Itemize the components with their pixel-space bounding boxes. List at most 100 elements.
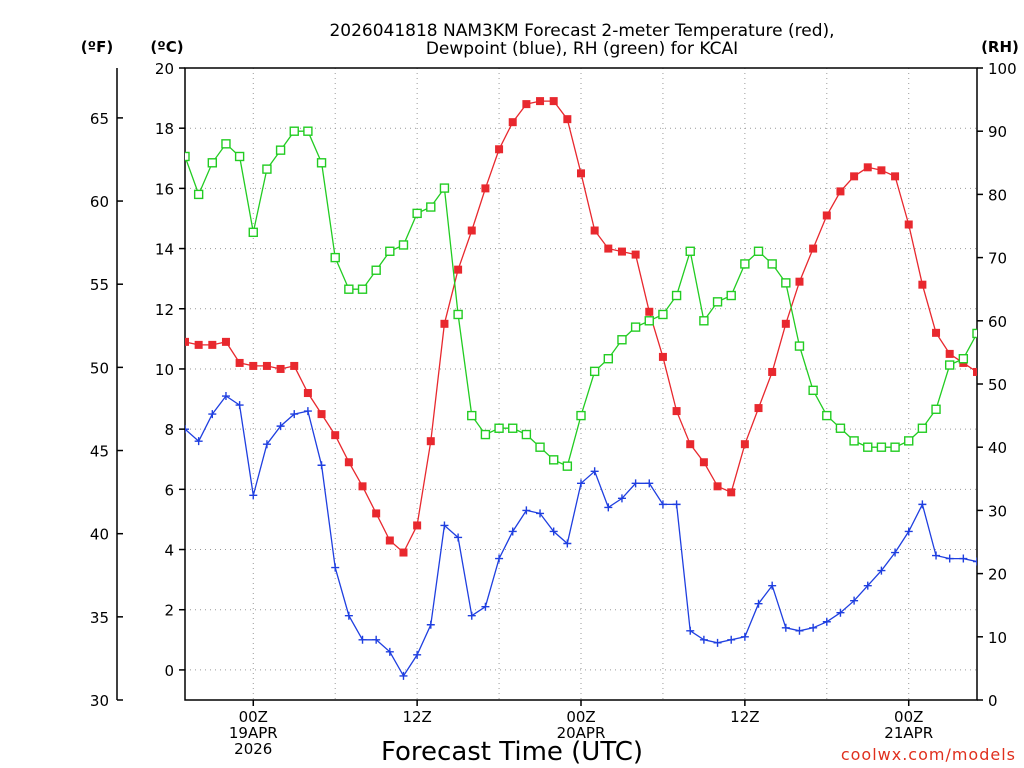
fahrenheit-tick-label: 60 xyxy=(90,193,109,211)
rh-point xyxy=(207,158,218,168)
temperature-point xyxy=(850,172,859,181)
rh-point xyxy=(767,259,777,269)
rh-point xyxy=(726,290,736,301)
rh-tick-label: 50 xyxy=(988,376,1007,394)
dewpoint-point xyxy=(290,410,299,419)
rh-point xyxy=(480,429,491,440)
dewpoint-point xyxy=(590,467,599,476)
x-tick-label: 00Z xyxy=(894,708,923,726)
temperature-point xyxy=(809,244,818,253)
celsius-tick-label: 4 xyxy=(164,542,174,560)
fahrenheit-tick-label: 30 xyxy=(90,692,109,710)
rh-point xyxy=(917,423,928,433)
celsius-tick-label: 8 xyxy=(164,421,174,439)
rh-point xyxy=(316,158,327,168)
dewpoint-point xyxy=(877,566,886,575)
rh-point xyxy=(699,316,709,326)
temperature-point xyxy=(385,536,394,545)
temperature-point xyxy=(536,97,545,106)
rh-point xyxy=(781,278,791,288)
dewpoint-point xyxy=(686,626,695,635)
rh-point xyxy=(808,385,818,396)
rh-point xyxy=(740,259,750,269)
data-series xyxy=(0,97,977,680)
rh-point xyxy=(644,316,654,326)
dewpoint-point xyxy=(740,632,749,641)
rh-point xyxy=(794,341,805,351)
rh-point xyxy=(262,164,272,174)
rh-point xyxy=(671,290,682,301)
temperature-point xyxy=(617,247,626,256)
series-temperature xyxy=(185,97,977,557)
dewpoint-point xyxy=(959,554,968,563)
dewpoint-point xyxy=(918,500,927,509)
rh-point xyxy=(712,297,723,307)
dewpoint-point xyxy=(822,617,831,626)
celsius-tick-label: 16 xyxy=(155,180,174,198)
rh-point xyxy=(658,309,668,320)
temperature-point xyxy=(686,440,695,449)
rh-point xyxy=(185,151,190,162)
credit-text: coolwx.com/models xyxy=(841,745,1016,764)
dewpoint-point xyxy=(426,620,435,629)
rh-tick-label: 30 xyxy=(988,502,1007,520)
dewpoint-point xyxy=(836,608,845,617)
rh-point xyxy=(876,442,887,452)
temperature-line xyxy=(185,100,977,554)
dewpoint-point xyxy=(658,500,667,509)
temperature-point xyxy=(836,187,845,196)
celsius-tick-label: 6 xyxy=(164,481,174,499)
temperature-point xyxy=(863,163,872,172)
dewpoint-point xyxy=(904,527,913,536)
rh-point xyxy=(167,146,175,154)
rh-point xyxy=(617,335,627,345)
dewpoint-point xyxy=(467,611,476,620)
rh-point xyxy=(589,366,600,377)
x-tick-label: 00Z xyxy=(239,708,268,726)
dewpoint-point xyxy=(399,671,408,680)
temperature-point xyxy=(413,521,422,530)
axes xyxy=(116,67,983,706)
x-tick-label: 12Z xyxy=(730,708,759,726)
temperature-point xyxy=(932,328,941,337)
temperature-point xyxy=(249,361,258,370)
x-tick-label: 19APR xyxy=(229,724,278,742)
tick-labels: 0 2 4 6 8 10 12 14 16 18 20 0 10 20 30 40 50 60 70 80 90 100 3… xyxy=(90,60,1017,758)
temperature-point xyxy=(481,184,490,193)
temperature-point xyxy=(740,440,749,449)
fahrenheit-tick-label: 65 xyxy=(90,110,109,128)
temperature-point xyxy=(768,367,777,376)
temperature-point xyxy=(208,340,217,349)
rh-point xyxy=(972,328,977,339)
rh-point xyxy=(453,309,463,320)
rh-point xyxy=(603,354,614,364)
dewpoint-point xyxy=(577,479,585,488)
rh-tick-label: 0 xyxy=(988,692,998,710)
temperature-point xyxy=(303,389,312,398)
dewpoint-point xyxy=(522,506,531,515)
dewpoint-point xyxy=(781,623,790,632)
temperature-point xyxy=(399,548,408,557)
rh-point xyxy=(371,265,381,275)
dewpoint-point xyxy=(440,521,449,530)
fahrenheit-tick-label: 40 xyxy=(90,526,109,544)
dewpoint-point xyxy=(481,602,490,611)
dewpoint-point xyxy=(454,533,463,542)
dewpoint-point xyxy=(672,500,681,509)
rh-point xyxy=(0,304,8,312)
temperature-point xyxy=(604,244,613,253)
celsius-tick-label: 14 xyxy=(155,241,174,259)
celsius-unit-label: (ºC) xyxy=(150,38,183,56)
rh-point xyxy=(412,208,422,219)
dewpoint-point xyxy=(249,491,258,500)
dewpoint-point xyxy=(194,437,203,446)
chart-title-line2: Dewpoint (blue), RH (green) for KCAI xyxy=(426,39,738,59)
rh-point xyxy=(508,423,518,433)
dewpoint-point xyxy=(768,581,777,590)
temperature-point xyxy=(317,410,326,419)
temperature-point xyxy=(276,364,285,373)
temperature-point xyxy=(918,280,927,289)
rh-unit-label: (RH) xyxy=(981,38,1019,56)
temperature-point xyxy=(904,220,913,229)
